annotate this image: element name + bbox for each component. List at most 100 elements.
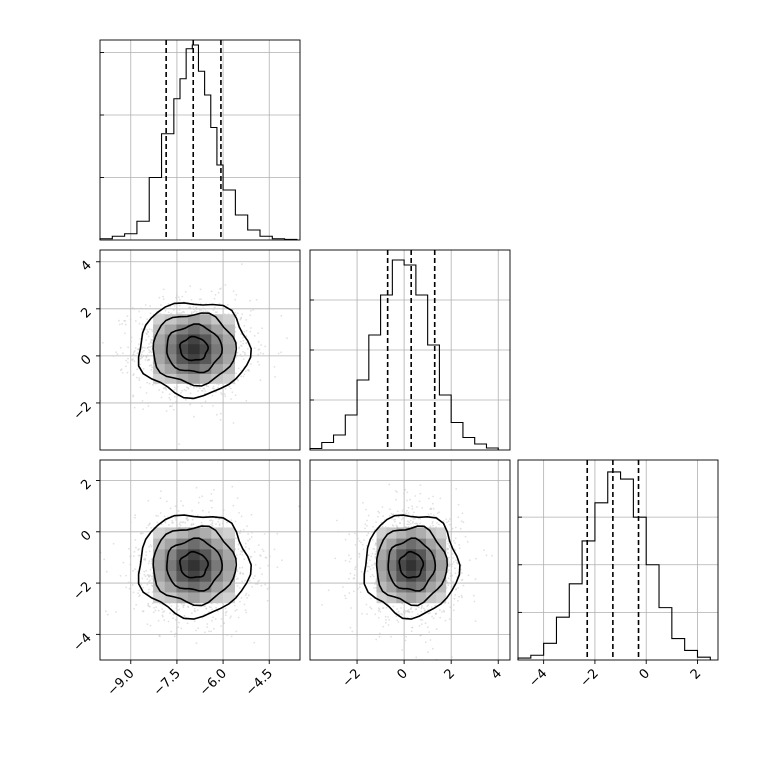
sample-point (143, 570, 146, 573)
sample-point (146, 582, 149, 584)
contour-0 (179, 550, 209, 579)
sample-point (417, 606, 420, 609)
density-cell (386, 570, 397, 582)
sample-point (138, 343, 140, 346)
sample-point (244, 609, 247, 612)
sample-point (199, 387, 201, 390)
sample-point (200, 298, 202, 300)
sample-point (172, 521, 174, 524)
sample-point (233, 604, 236, 607)
sample-point (157, 619, 160, 622)
sample-point (357, 537, 359, 540)
density-cell (153, 570, 166, 582)
sample-point (454, 594, 457, 596)
sample-point (434, 612, 437, 615)
sample-point (458, 595, 460, 598)
sample-point (138, 379, 141, 382)
density-cell (176, 570, 189, 582)
density-cell (164, 343, 177, 355)
sample-point (245, 319, 248, 321)
sample-point (344, 597, 347, 600)
sample-point (372, 567, 375, 569)
ytick-label-p2-3: 2 (78, 477, 94, 493)
sample-point (390, 635, 392, 638)
density-cell (176, 548, 189, 561)
hist-panel-p1 (309, 249, 511, 451)
sample-point (400, 518, 403, 521)
sample-point (224, 614, 227, 617)
sample-point (147, 330, 150, 333)
panel-content-p0-p1 (100, 250, 300, 450)
sample-point (236, 585, 239, 587)
sample-point (358, 583, 361, 586)
sample-point (419, 492, 422, 495)
density-cell (199, 324, 212, 335)
sample-point (454, 537, 457, 540)
density-cell (222, 314, 235, 325)
sample-point (212, 525, 214, 527)
sample-point (234, 575, 237, 578)
sample-point (218, 518, 220, 521)
sample-point (182, 604, 185, 607)
sample-point (240, 345, 243, 348)
sample-point (127, 346, 129, 349)
sample-point (396, 510, 399, 513)
sample-point (125, 359, 128, 362)
sample-point (185, 389, 188, 392)
sample-point (236, 351, 239, 354)
density-cell (199, 314, 212, 325)
sample-point (350, 557, 352, 560)
sample-point (162, 288, 165, 291)
sample-point (414, 495, 417, 497)
sample-point (280, 351, 282, 354)
xtick-label-p2-2: 0 (637, 666, 653, 682)
sample-point (103, 558, 106, 561)
sample-point (210, 606, 212, 609)
sample-point (193, 620, 196, 623)
sample-point (206, 310, 209, 313)
sample-point (401, 510, 404, 512)
xtick-label-p0-2: −6.0 (197, 666, 230, 699)
sample-point (194, 310, 196, 312)
sample-point (276, 532, 279, 535)
sample-point (240, 355, 243, 358)
sample-point (268, 555, 271, 558)
sample-point (250, 309, 252, 312)
sample-point (466, 541, 469, 543)
sample-point (435, 628, 438, 631)
sample-point (367, 532, 370, 535)
sample-point (125, 586, 128, 589)
sample-point (420, 607, 423, 610)
sample-point (188, 306, 190, 309)
sample-point (262, 550, 265, 553)
sample-point (171, 519, 174, 522)
sample-point (145, 355, 148, 358)
sample-point (429, 508, 432, 511)
density-cell (406, 548, 417, 561)
sample-point (146, 354, 149, 357)
sample-point (216, 610, 219, 613)
sample-point (368, 565, 371, 568)
sample-point (112, 542, 115, 545)
sample-point (419, 618, 422, 621)
panel-content-p1-p2 (310, 460, 510, 660)
sample-point (240, 515, 243, 518)
sample-point (211, 387, 214, 390)
density-cell (222, 538, 235, 550)
sample-point (242, 573, 245, 575)
sample-point (142, 408, 145, 410)
sample-point (410, 616, 413, 618)
xtick-label-p2-3: 2 (688, 666, 704, 682)
sample-point (150, 368, 153, 371)
sample-point (447, 602, 450, 604)
sample-point (392, 605, 395, 608)
density-cell (406, 559, 417, 571)
sample-point (150, 351, 153, 354)
sample-point (395, 615, 398, 618)
sample-point (167, 303, 170, 305)
sample-point (165, 500, 168, 503)
sample-point (346, 582, 348, 585)
xtick-label-p1-1: 0 (394, 666, 410, 682)
sample-point (151, 366, 154, 369)
sample-point (475, 557, 477, 560)
